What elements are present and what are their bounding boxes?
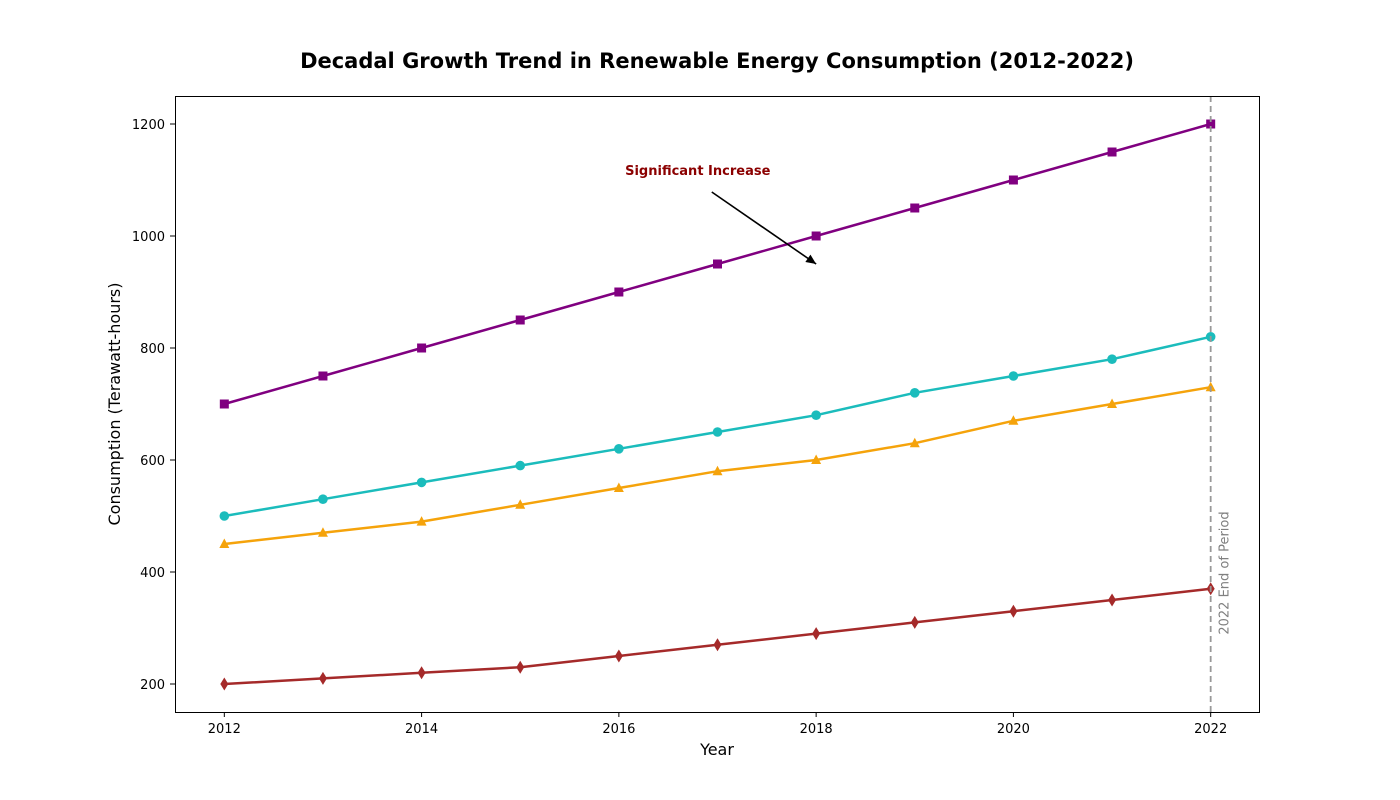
data-point [811,410,821,421]
data-point [1008,371,1019,381]
annotation: Significant Increase [625,164,817,265]
data-point [811,231,821,241]
data-point [712,465,723,476]
data-point [318,494,328,505]
data-point [219,511,230,521]
data-point [219,399,229,409]
series-4 [220,582,1215,691]
data-point [416,516,427,526]
data-point [910,615,919,629]
data-point [712,427,723,437]
data-point [614,287,624,297]
data-point [219,538,230,548]
data-point [516,660,525,674]
y-tick-label: 1200 [132,118,165,133]
y-tick-label: 400 [140,566,165,581]
annotation-arrowhead [805,254,817,264]
data-point [1107,398,1118,408]
x-tick-label: 2022 [1194,722,1227,737]
data-point [713,638,722,652]
x-tick-label: 2018 [800,722,833,737]
y-tick-label: 800 [140,342,165,357]
data-point [812,627,821,641]
end-of-period-label: 2022 End of Period [1218,511,1233,634]
x-tick-label: 2014 [405,722,438,737]
data-point [713,259,722,269]
data-point [1108,593,1117,607]
x-tick-label: 2016 [602,722,635,737]
plot-frame [175,96,1260,713]
y-tick-label: 1000 [132,230,165,245]
data-point [1206,119,1216,129]
data-point [318,671,327,685]
y-tick-label: 200 [140,678,165,693]
data-point [1008,415,1019,425]
x-tick-label: 2020 [997,722,1030,737]
annotation-text: Significant Increase [625,164,770,179]
data-point [318,371,328,381]
y-axis: 200 400 600 800 1000 1200 [132,118,175,693]
data-point [515,460,526,471]
data-point [416,477,427,488]
data-point [910,203,920,213]
x-axis: 2012 2014 2016 2018 2020 2022 [208,712,1227,737]
data-point [909,388,920,398]
data-point [614,649,623,663]
x-tick-label: 2012 [208,722,241,737]
data-point [614,444,624,454]
data-point [1107,354,1117,365]
data-point [1107,147,1117,157]
x-axis-label: Year [699,740,734,759]
series-3 [219,381,1216,548]
data-point [317,527,328,537]
y-tick-label: 600 [140,454,165,469]
series-2 [219,332,1216,521]
data-point [417,666,426,680]
data-point [515,499,526,509]
data-point [811,454,822,464]
chart-title: Decadal Growth Trend in Renewable Energy… [300,49,1134,73]
data-point [417,343,427,353]
plot-area: 2022 End of Period [219,96,1233,712]
data-point [515,315,525,325]
data-point [220,677,229,691]
data-point [909,437,920,448]
series-1 [219,119,1216,409]
data-point [1009,604,1018,618]
y-axis-label: Consumption (Terawatt-hours) [105,282,124,525]
data-point [613,482,624,492]
data-point [1008,175,1018,185]
annotation-arrow [711,191,817,265]
